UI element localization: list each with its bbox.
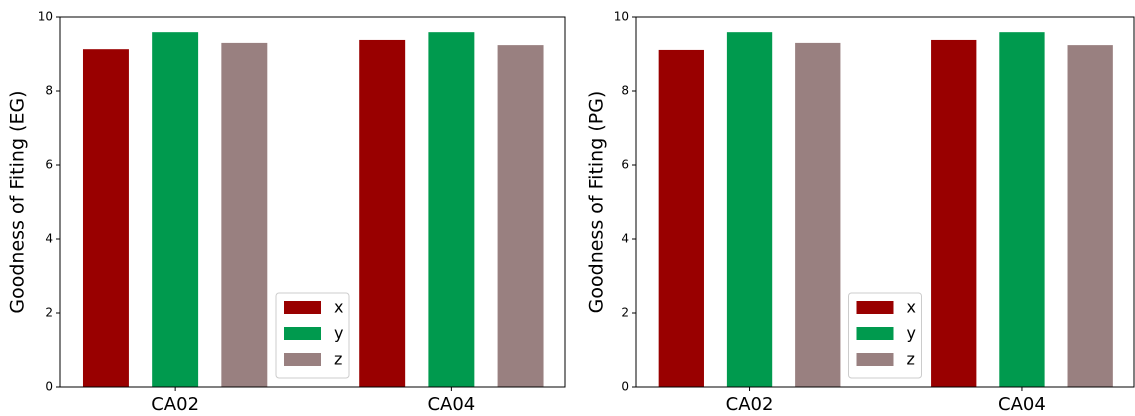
bar (359, 39, 406, 387)
y-tick-label: 0 (621, 380, 629, 394)
y-tick-label: 0 (45, 380, 53, 394)
x-tick-label: CA02 (151, 394, 199, 415)
bar (82, 49, 129, 387)
legend-swatch (284, 301, 321, 314)
legend-label: y (334, 324, 343, 343)
legend-label: z (907, 350, 915, 369)
bar (658, 49, 704, 388)
x-tick-label: CA04 (998, 394, 1046, 415)
plot-frame (59, 16, 566, 388)
y-tick-label: 10 (614, 10, 629, 24)
legend: xyz (275, 292, 350, 379)
legend-label: z (334, 350, 342, 369)
bar (152, 32, 199, 388)
y-tick-label: 10 (38, 10, 53, 24)
legend-label: x (334, 298, 343, 317)
y-tick-label: 4 (621, 232, 629, 246)
plot-frame (635, 16, 1135, 388)
legend-swatch (856, 301, 894, 314)
y-axis-label: Goodness of Fiting (EG) (7, 90, 29, 313)
x-tick-label: CA04 (427, 394, 475, 415)
bar (726, 32, 773, 388)
bar (999, 32, 1045, 388)
y-tick-label: 4 (45, 232, 53, 246)
bar (931, 39, 977, 387)
legend: xyz (848, 292, 922, 379)
y-tick-label: 8 (45, 84, 53, 98)
legend-swatch (856, 353, 894, 366)
y-tick-label: 2 (621, 306, 629, 320)
bar (428, 32, 475, 388)
bar (221, 42, 268, 388)
legend-label: x (907, 298, 916, 317)
y-axis-label: Goodness of Fiting (PG) (586, 91, 608, 314)
y-tick-label: 6 (621, 158, 629, 172)
y-tick-label: 2 (45, 306, 53, 320)
legend-swatch (284, 327, 321, 340)
bar (1067, 45, 1113, 388)
y-tick-label: 8 (621, 84, 629, 98)
legend-label: y (907, 324, 916, 343)
chart-panel: 0 2 4 6 8 10 CA02 CA04 Goodness of Fiting (PG) xy… (586, 10, 1135, 415)
legend-swatch (856, 327, 894, 340)
legend-swatch (284, 353, 321, 366)
y-tick-label: 6 (45, 158, 53, 172)
chart-panel: 0 2 4 6 8 10 CA02 CA04 Goodness of Fiting (EG) xy… (7, 10, 566, 415)
x-tick-label: CA02 (726, 394, 774, 415)
bar (795, 42, 841, 388)
bar (497, 45, 544, 388)
